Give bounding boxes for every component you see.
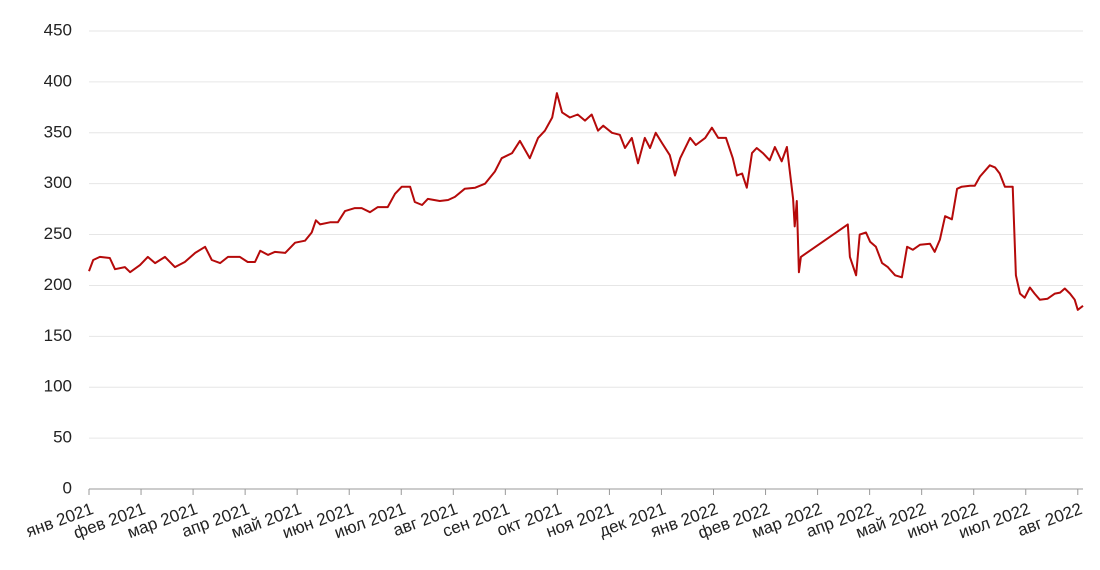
y-tick-label: 200	[44, 275, 72, 294]
price-line	[88, 92, 1084, 311]
y-tick-label: 400	[44, 71, 72, 90]
y-tick-label: 150	[44, 326, 72, 345]
y-tick-label: 350	[44, 122, 72, 141]
y-tick-label: 100	[44, 377, 72, 396]
y-tick-label: 0	[63, 478, 72, 497]
y-tick-label: 250	[44, 224, 72, 243]
y-tick-label: 300	[44, 173, 72, 192]
y-tick-label: 450	[44, 20, 72, 39]
y-tick-label: 50	[53, 428, 72, 447]
